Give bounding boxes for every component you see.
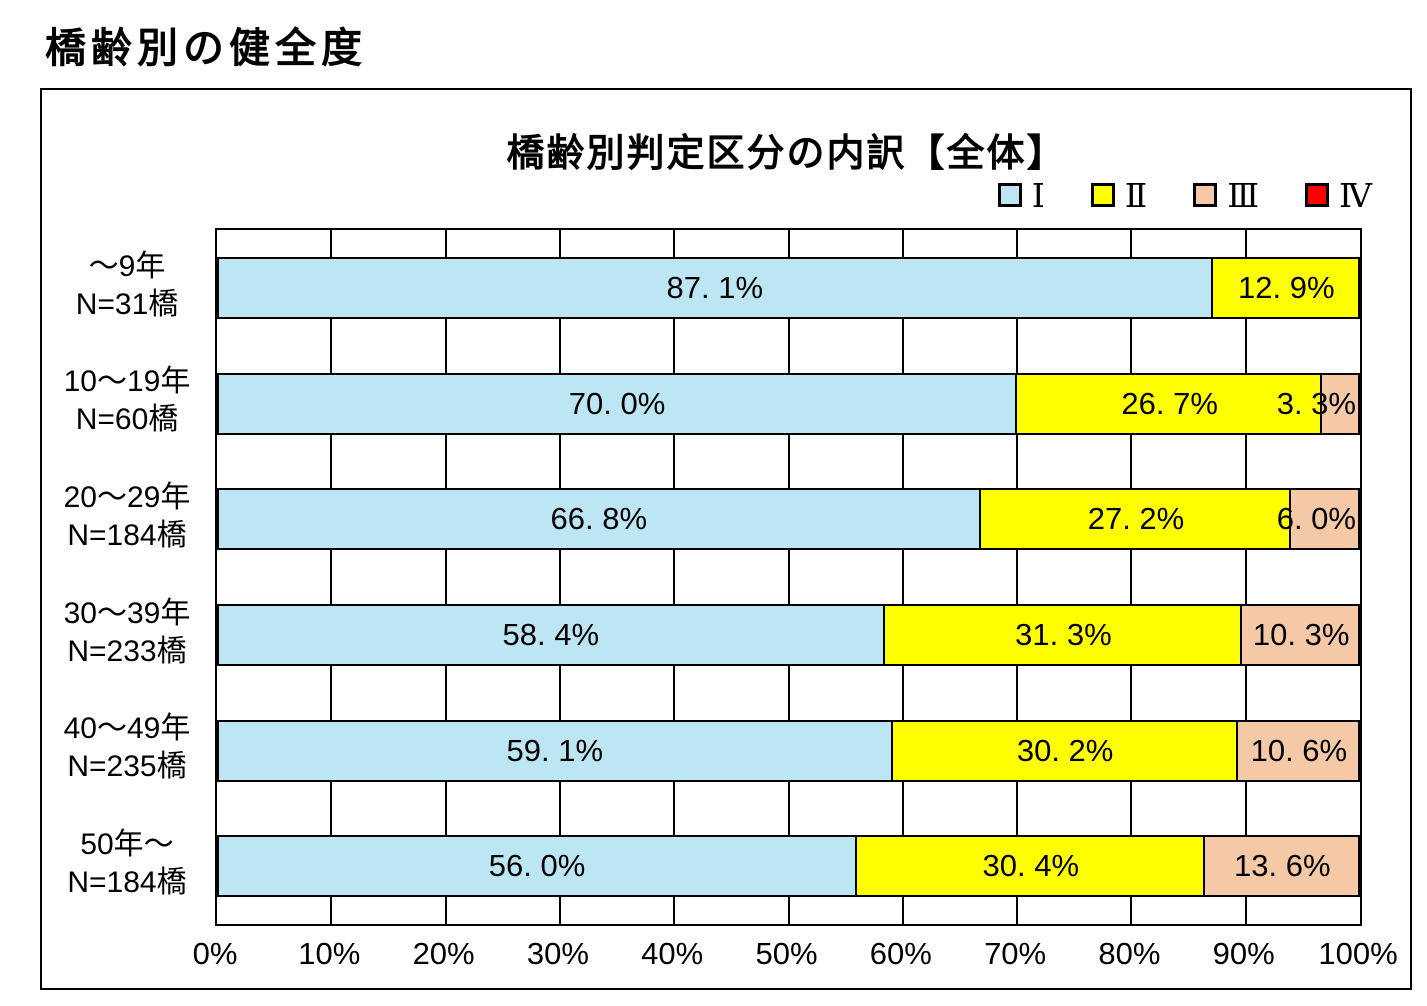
- bar-segment-Ⅱ: [857, 835, 1205, 898]
- bar-value-label: 30. 4%: [982, 848, 1080, 884]
- bar-value-label: 31. 3%: [1015, 616, 1112, 652]
- plot-area: 87. 1% 12. 9% 70. 0% 26. 7% 3. 3% 66. 8% 27. 2…: [215, 228, 1362, 926]
- bar-row-2: 66. 8% 27. 2% 6. 0%: [217, 488, 1360, 551]
- bar-segment-Ⅲ: [1291, 488, 1360, 551]
- gridline-50pct: [787, 230, 790, 924]
- bar-value-label: 58. 4%: [502, 616, 600, 652]
- bar-segment-Ⅰ: [217, 372, 1018, 435]
- bar-segment-Ⅲ: [1242, 603, 1360, 666]
- category-count-label: N=235橋: [67, 750, 187, 784]
- gridline-70pct: [1016, 230, 1019, 924]
- bar-segment-Ⅰ: [217, 719, 893, 782]
- x-tick-label-10pct: 10%: [298, 936, 361, 971]
- bar-segment-Ⅰ: [217, 603, 885, 666]
- category-age-label: ～9年: [88, 249, 166, 283]
- page-title: 橋齢別の健全度: [45, 25, 367, 71]
- bar-segment-Ⅱ: [1212, 256, 1360, 319]
- category-label-1: 10～19年 N=60橋: [42, 344, 212, 460]
- category-age-label: 40～49年: [63, 712, 191, 746]
- legend-label: Ⅰ: [1031, 175, 1045, 215]
- legend-item-Ⅱ: Ⅱ: [1090, 175, 1148, 215]
- x-tick-label-80pct: 80%: [1098, 936, 1161, 971]
- bar-segment-Ⅲ: [1204, 835, 1360, 898]
- bar-segment-Ⅱ: [884, 603, 1243, 666]
- bar-segment-Ⅲ: [1237, 719, 1360, 782]
- x-tick-label-40pct: 40%: [641, 936, 704, 971]
- bar-row-5: 56. 0% 30. 4% 13. 6%: [217, 835, 1360, 898]
- bar-value-label: 27. 2%: [1087, 501, 1185, 537]
- bar-segment-Ⅰ: [217, 835, 858, 898]
- x-axis: 0% 10% 20% 30% 40% 50% 60% 70% 80% 90% 100%: [193, 936, 1398, 980]
- bar-value-label: 3. 3%: [1276, 385, 1356, 421]
- bar-value-label: 6. 0%: [1276, 501, 1356, 537]
- bar-value-label: 26. 7%: [1121, 385, 1218, 421]
- gridline-30pct: [558, 230, 561, 924]
- legend-item-Ⅲ: Ⅲ: [1193, 179, 1259, 212]
- category-label-5: 50年～ N=184橋: [42, 806, 212, 922]
- legend-item-Ⅰ: Ⅰ: [997, 175, 1045, 215]
- category-count-label: N=233橋: [67, 634, 187, 668]
- category-count-label: N=184橋: [67, 866, 187, 900]
- bar-value-label: 30. 2%: [1016, 732, 1114, 768]
- category-count-label: N=60橋: [75, 403, 179, 437]
- legend-swatch-icon: [997, 183, 1022, 207]
- category-label-0: ～9年 N=31橋: [42, 228, 212, 344]
- legend-swatch-icon: [1305, 183, 1330, 207]
- x-tick-label-30pct: 30%: [526, 936, 589, 971]
- gridline-60pct: [901, 230, 904, 924]
- bar-segment-Ⅰ: [217, 488, 981, 551]
- legend-swatch-icon: [1090, 183, 1115, 207]
- gridline-10pct: [330, 230, 333, 924]
- category-count-label: N=31橋: [75, 287, 179, 321]
- legend-label: Ⅳ: [1339, 175, 1372, 215]
- bar-segment-Ⅰ: [217, 256, 1213, 319]
- chart-frame: 橋齢別判定区分の内訳【全体】 Ⅰ Ⅱ Ⅲ Ⅳ 87. 1% 12. 9% 70. 0% 26…: [40, 88, 1412, 990]
- bar-value-label: 10. 3%: [1252, 616, 1350, 652]
- bar-value-label: 66. 8%: [550, 501, 648, 537]
- bar-value-label: 10. 6%: [1250, 732, 1348, 768]
- chart-title: 橋齢別判定区分の内訳【全体】: [506, 133, 1067, 175]
- category-age-label: 10～19年: [63, 365, 191, 399]
- category-age-label: 50年～: [80, 828, 174, 862]
- legend: Ⅰ Ⅱ Ⅲ Ⅳ: [997, 175, 1372, 215]
- x-tick-label-100pct: 100%: [1318, 936, 1398, 971]
- gridline-80pct: [1130, 230, 1133, 924]
- x-tick-label-60pct: 60%: [869, 936, 932, 971]
- legend-item-Ⅳ: Ⅳ: [1305, 179, 1372, 212]
- bar-value-label: 59. 1%: [506, 732, 604, 768]
- bar-segment-Ⅱ: [980, 488, 1292, 551]
- bar-value-label: 56. 0%: [488, 848, 586, 884]
- gridline-20pct: [444, 230, 447, 924]
- bar-value-label: 13. 6%: [1234, 848, 1331, 884]
- category-age-label: 20～29年: [63, 481, 191, 515]
- category-age-label: 30～39年: [63, 596, 191, 630]
- bar-row-4: 59. 1% 30. 2% 10. 6%: [217, 719, 1360, 782]
- x-tick-label-50pct: 50%: [755, 936, 818, 971]
- gridline-40pct: [673, 230, 676, 924]
- legend-label: Ⅱ: [1124, 175, 1148, 215]
- x-tick-label-90pct: 90%: [1212, 936, 1275, 971]
- x-tick-label-0pct: 0%: [192, 936, 238, 971]
- x-tick-label-20pct: 20%: [412, 936, 475, 971]
- gridline-90pct: [1244, 230, 1247, 924]
- bar-value-label: 12. 9%: [1238, 269, 1335, 305]
- y-axis-category-labels: ～9年 N=31橋 10～19年 N=60橋 20～29年 N=184橋 30～39年 N=2…: [42, 228, 212, 922]
- category-count-label: N=184橋: [67, 519, 187, 553]
- bar-row-1: 70. 0% 26. 7% 3. 3%: [217, 372, 1360, 435]
- category-label-3: 30～39年 N=233橋: [42, 575, 212, 691]
- bar-row-3: 58. 4% 31. 3% 10. 3%: [217, 603, 1360, 666]
- bar-row-0: 87. 1% 12. 9%: [217, 256, 1360, 319]
- legend-swatch-icon: [1193, 183, 1218, 207]
- bar-segment-Ⅲ: [1322, 372, 1360, 435]
- bar-segment-Ⅱ: [1017, 372, 1323, 435]
- legend-label: Ⅲ: [1227, 175, 1260, 215]
- category-label-2: 20～29年 N=184橋: [42, 459, 212, 575]
- bar-value-label: 87. 1%: [666, 269, 764, 305]
- x-tick-label-70pct: 70%: [984, 936, 1047, 971]
- category-label-4: 40～49年 N=235橋: [42, 691, 212, 807]
- bar-value-label: 70. 0%: [568, 385, 666, 421]
- bar-segment-Ⅱ: [892, 719, 1238, 782]
